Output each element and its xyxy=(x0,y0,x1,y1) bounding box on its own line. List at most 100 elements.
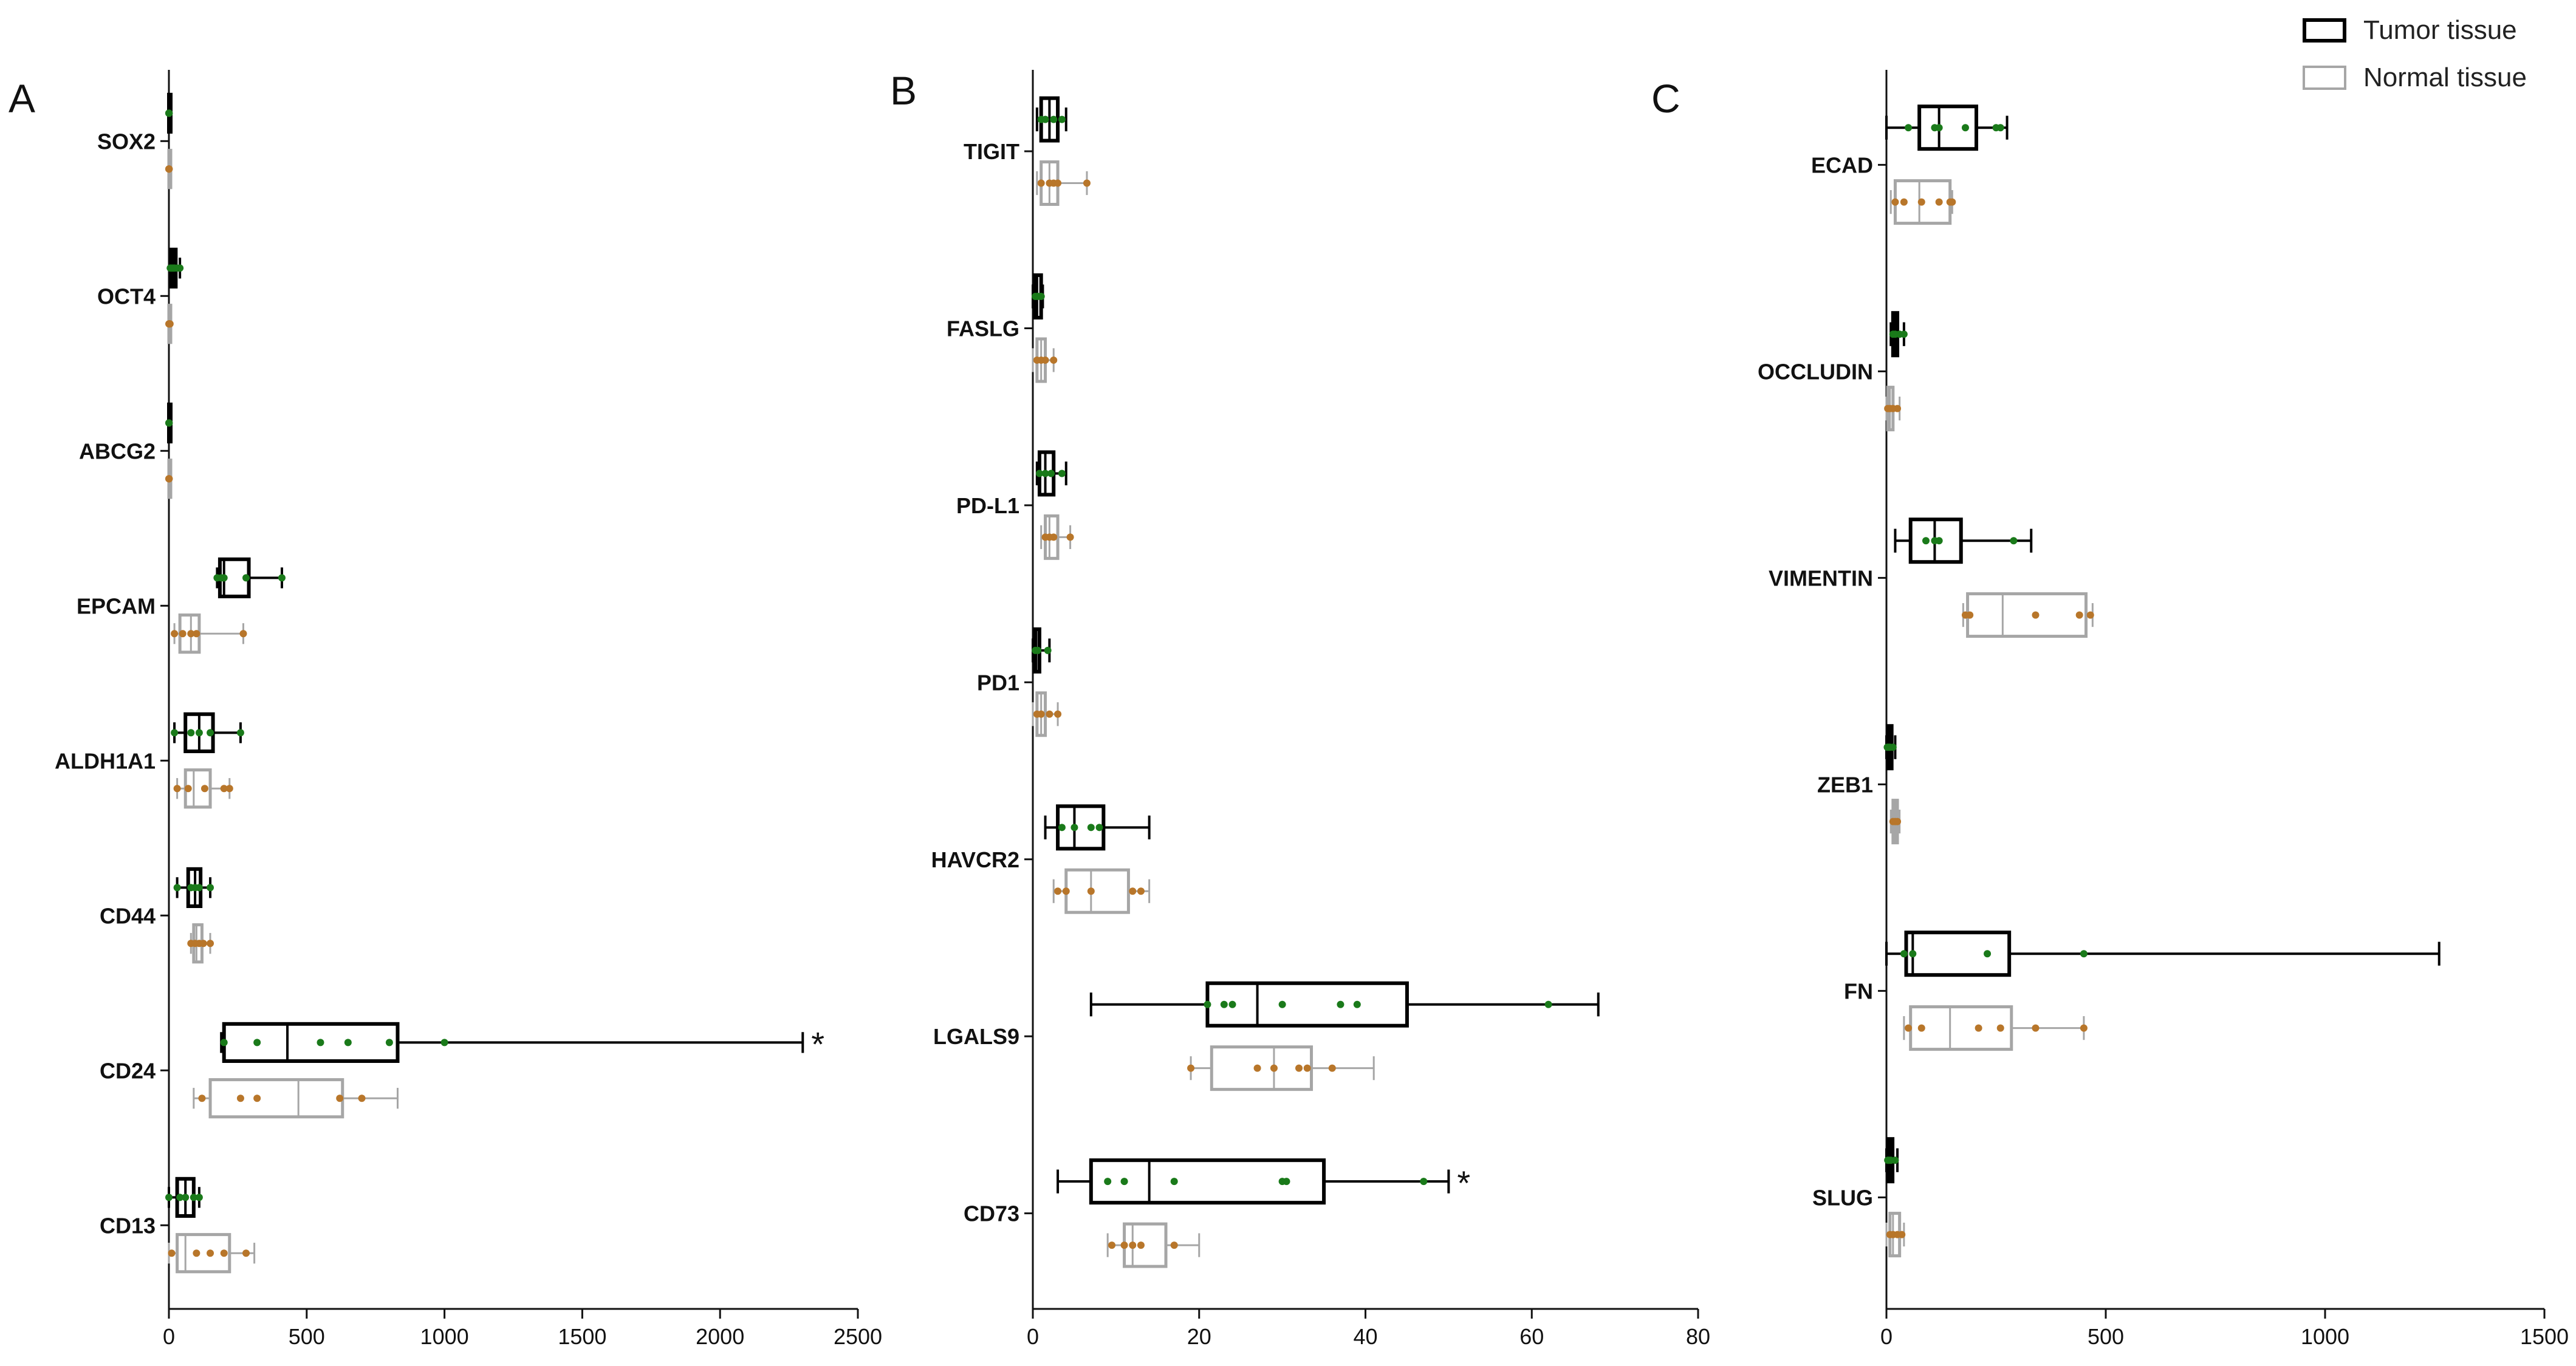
tumor-box xyxy=(1089,981,1600,1028)
data-point xyxy=(1900,950,1908,958)
data-point xyxy=(1303,1064,1311,1072)
box-iqr xyxy=(1909,1005,2013,1051)
category-label: OCCLUDIN xyxy=(1758,359,1873,384)
category-label: CD24 xyxy=(100,1058,156,1083)
category-label: VIMENTIN xyxy=(1769,565,1873,590)
data-point xyxy=(278,574,286,582)
normal-box xyxy=(165,304,174,344)
data-point xyxy=(193,1249,200,1257)
data-point xyxy=(1917,198,1925,206)
panel-b: B 0 20 40 60 80 TIGIT FASLG PD-L1 PD1 HAVCR2 LGALS9… xyxy=(890,68,1710,1349)
box-iqr xyxy=(1210,1045,1314,1091)
data-point xyxy=(1328,1064,1336,1072)
data-point xyxy=(1889,743,1897,751)
data-point xyxy=(236,1095,244,1102)
data-point xyxy=(1922,537,1930,545)
data-point xyxy=(199,940,207,948)
box-iqr xyxy=(1904,931,2012,977)
normal-box xyxy=(187,923,214,964)
data-point xyxy=(184,785,192,793)
data-point xyxy=(168,1249,176,1257)
normal-box xyxy=(168,1233,256,1274)
category-label: ABCG2 xyxy=(79,439,156,463)
x-tick-label: 1500 xyxy=(558,1324,606,1349)
data-point xyxy=(1961,124,1969,132)
box-iqr xyxy=(1064,868,1130,914)
data-point xyxy=(1935,198,1943,206)
box-iqr xyxy=(1089,1158,1326,1205)
normal-box xyxy=(1884,386,1902,432)
data-point xyxy=(165,1194,173,1201)
tumor-box xyxy=(1032,273,1045,319)
data-point xyxy=(195,729,203,737)
category-label: ALDH1A1 xyxy=(55,748,156,773)
data-point xyxy=(1544,1000,1552,1008)
data-point xyxy=(1270,1064,1278,1072)
panel-label: C xyxy=(1651,76,1680,121)
data-point xyxy=(165,419,173,427)
category-label: FN xyxy=(1844,978,1873,1003)
data-point xyxy=(1035,470,1043,477)
category-label: HAVCR2 xyxy=(931,847,1019,872)
normal-box xyxy=(1903,1005,2088,1051)
normal-box xyxy=(1187,1045,1375,1091)
data-point xyxy=(200,785,208,793)
tumor-box xyxy=(220,1022,804,1064)
category-label: SOX2 xyxy=(97,129,156,154)
data-point xyxy=(207,884,214,892)
category-label: LGALS9 xyxy=(933,1024,1019,1049)
x-tick-label: 1000 xyxy=(2301,1324,2349,1349)
x-tick-label: 40 xyxy=(1353,1324,1377,1349)
x-tick-label: 2500 xyxy=(834,1324,882,1349)
data-point xyxy=(253,1039,261,1047)
data-point xyxy=(1087,824,1095,832)
x-tick-label: 500 xyxy=(289,1324,325,1349)
data-point xyxy=(1996,124,2004,132)
data-point xyxy=(1337,1000,1345,1008)
normal-box xyxy=(1106,1222,1201,1268)
box-iqr xyxy=(1205,981,1409,1028)
data-point xyxy=(1420,1178,1428,1186)
data-point xyxy=(1295,1064,1303,1072)
data-point xyxy=(1054,710,1062,718)
data-point xyxy=(1044,646,1052,654)
legend-swatch-tumor xyxy=(2303,18,2346,43)
normal-box xyxy=(173,768,233,809)
data-point xyxy=(173,884,181,892)
data-point xyxy=(242,1249,250,1257)
category-label: EPCAM xyxy=(77,593,156,618)
data-point xyxy=(1054,179,1062,187)
data-point xyxy=(2080,950,2088,958)
tumor-box xyxy=(1894,517,2033,564)
data-point xyxy=(1204,1000,1211,1008)
data-point xyxy=(1905,1024,1913,1032)
data-point xyxy=(176,264,184,272)
data-point xyxy=(1058,115,1066,123)
box-iqr xyxy=(1966,592,2088,638)
panel-a: A 0 500 1000 1500 2000 2500 SOX2 OCT4 ABCG2 EPCAM A… xyxy=(9,70,882,1349)
data-point xyxy=(2010,537,2018,545)
data-point xyxy=(317,1039,324,1047)
data-point xyxy=(1104,1178,1112,1186)
category-label: FASLG xyxy=(947,316,1019,341)
panel-label: A xyxy=(9,76,35,121)
data-point xyxy=(1935,537,1943,545)
data-point xyxy=(1984,950,1992,958)
data-point xyxy=(195,884,203,892)
data-point xyxy=(253,1095,261,1102)
data-point xyxy=(385,1039,393,1047)
normal-box xyxy=(165,149,173,190)
data-point xyxy=(1278,1000,1286,1008)
data-point xyxy=(1062,887,1070,895)
data-point xyxy=(1083,179,1091,187)
tumor-box xyxy=(1032,627,1052,674)
data-point xyxy=(1894,818,1902,825)
data-point xyxy=(1935,124,1943,132)
tumor-box xyxy=(1035,450,1067,497)
tumor-box xyxy=(213,557,286,598)
data-point xyxy=(182,1194,190,1201)
data-point xyxy=(1047,470,1055,477)
data-point xyxy=(165,475,173,483)
data-point xyxy=(1966,611,1974,619)
tumor-box xyxy=(1883,724,1897,771)
